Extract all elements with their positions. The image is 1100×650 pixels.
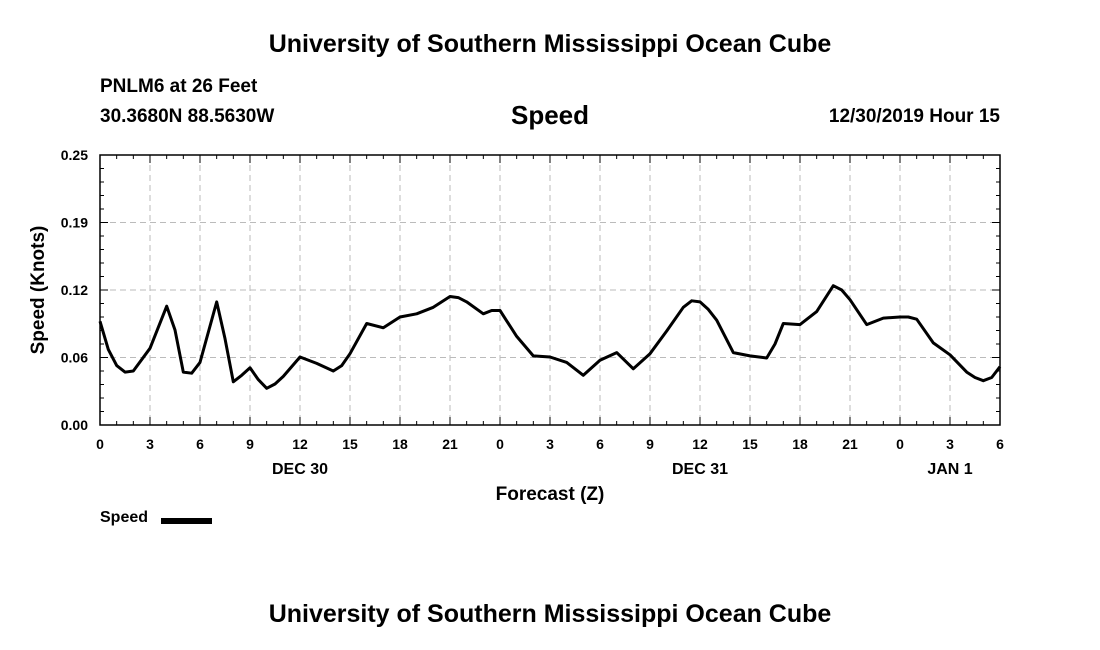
x-tick-label: 0	[896, 436, 904, 452]
x-tick-label: 15	[742, 436, 758, 452]
x-tick-label: 6	[596, 436, 604, 452]
y-tick-label: 0.19	[61, 215, 88, 231]
speed-series-line	[98, 284, 1002, 390]
x-tick-label: 6	[196, 436, 204, 452]
x-axis-label: Forecast (Z)	[496, 484, 605, 505]
x-tick-label: 0	[96, 436, 104, 452]
plot-frame	[99, 154, 1001, 426]
x-tick-label: 21	[842, 436, 858, 452]
station-label: PNLM6 at 26 Feet	[100, 76, 258, 97]
y-tick-label: 0.00	[61, 417, 88, 433]
legend-swatch	[161, 518, 212, 524]
x-tick-label: 0	[496, 436, 504, 452]
main-title: University of Southern Mississippi Ocean…	[268, 30, 832, 58]
x-tick-label: 12	[692, 436, 708, 452]
y-tick-label: 0.12	[61, 282, 88, 298]
y-tick-label: 0.06	[61, 350, 88, 366]
x-tick-label: 3	[546, 436, 554, 452]
x-tick-label: 18	[792, 436, 808, 452]
chart-title: Speed	[510, 100, 590, 130]
y-tick-label: 0.25	[61, 147, 88, 163]
legend-label: Speed	[100, 509, 149, 526]
day-label: JAN 1	[927, 461, 972, 478]
day-label: DEC 31	[672, 461, 728, 478]
x-tick-label: 9	[246, 436, 254, 452]
x-tick-label: 9	[646, 436, 654, 452]
x-tick-label: 12	[292, 436, 308, 452]
datetime-label: 12/30/2019 Hour 15	[828, 106, 1000, 127]
y-axis-label: Speed (Knots)	[28, 226, 49, 355]
x-tick-label: 3	[946, 436, 954, 452]
footer-title: University of Southern Mississippi Ocean…	[268, 600, 832, 628]
day-label: DEC 30	[272, 461, 328, 478]
coordinates-label: 30.3680N 88.5630W	[100, 106, 275, 127]
x-tick-label: 6	[996, 436, 1004, 452]
x-tick-label: 15	[342, 436, 358, 452]
x-tick-label: 18	[392, 436, 408, 452]
x-tick-label: 21	[442, 436, 458, 452]
x-tick-label: 3	[146, 436, 154, 452]
